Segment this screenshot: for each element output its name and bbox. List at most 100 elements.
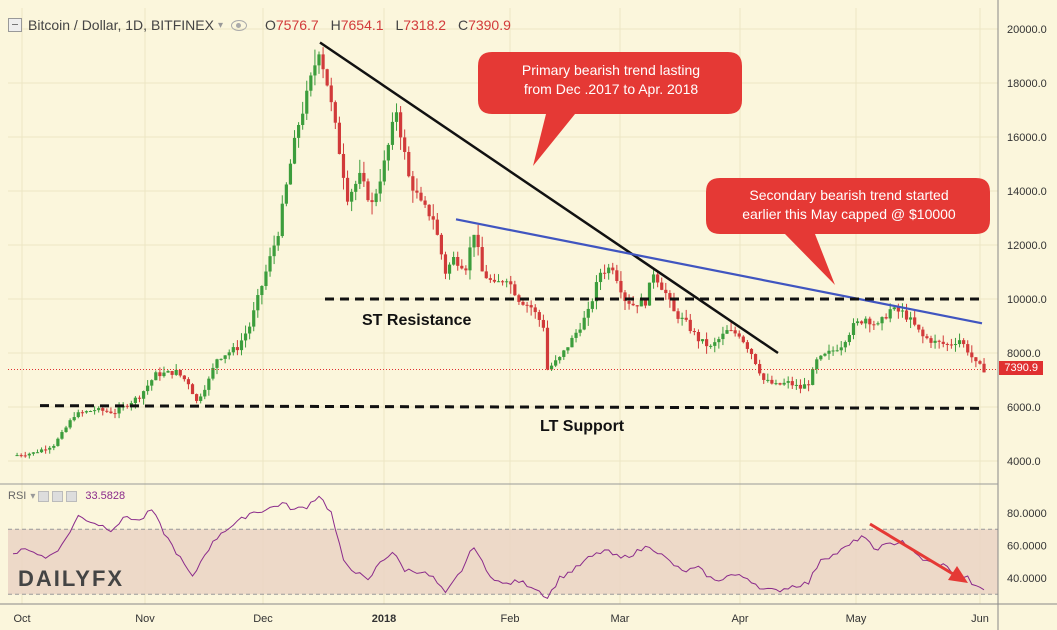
time-tick-label: Dec	[253, 613, 273, 625]
rsi-band	[8, 529, 998, 595]
rsi-label[interactable]: RSI	[8, 490, 27, 502]
candle-body	[456, 257, 460, 266]
candle-body	[766, 379, 770, 381]
candle-body	[280, 203, 284, 237]
price-tick-label: 12000.0	[1007, 240, 1047, 252]
chevron-down-icon[interactable]: ▾	[30, 490, 36, 502]
candle-body	[358, 172, 362, 184]
candle-body	[933, 340, 937, 343]
candle-body	[35, 452, 40, 454]
high-label: H	[330, 17, 341, 33]
candle-body	[656, 274, 660, 283]
candle-body	[741, 336, 745, 343]
candle-body	[195, 394, 199, 401]
candle-body	[243, 333, 248, 341]
candle-body	[44, 449, 48, 451]
chevron-down-icon[interactable]: ▾	[217, 19, 223, 31]
candle-body	[23, 455, 27, 457]
candle-body	[84, 411, 89, 413]
candle-body	[272, 245, 276, 257]
candle-body	[945, 343, 949, 345]
candle-body	[150, 380, 154, 386]
candle-body	[790, 381, 794, 386]
candle-body	[423, 200, 427, 205]
price-tick-label: 14000.0	[1007, 186, 1047, 198]
candle-body	[264, 271, 268, 287]
candle-body	[778, 383, 782, 385]
candle-body	[798, 384, 803, 389]
secondary-trendline	[455, 218, 983, 325]
candle-body	[953, 344, 958, 346]
candle-body	[843, 342, 847, 348]
candle-body	[211, 367, 215, 379]
candle-body	[64, 427, 68, 433]
candle-body	[623, 292, 627, 302]
candle-body	[154, 372, 158, 381]
close-icon[interactable]	[66, 490, 78, 502]
candle-body	[643, 299, 647, 306]
candle-body	[598, 272, 603, 283]
candle-body	[219, 358, 223, 360]
candle-body	[700, 339, 705, 342]
close-label: C	[457, 17, 469, 33]
candle-body	[492, 279, 497, 282]
candle-body	[562, 350, 566, 357]
candle-body	[541, 319, 545, 328]
candle-body	[97, 408, 101, 411]
candle-body	[802, 384, 807, 389]
candle-body	[468, 247, 472, 271]
candle-body	[868, 318, 872, 325]
candle-body	[517, 295, 521, 302]
price-tick-label: 6000.0	[1007, 402, 1041, 414]
candle-body	[721, 333, 725, 340]
candle-body	[647, 282, 652, 306]
candle-body	[692, 331, 696, 333]
candle-body	[386, 144, 390, 161]
candle-body	[460, 265, 464, 269]
symbol-title[interactable]: Bitcoin / Dollar, 1D, BITFINEX	[28, 17, 214, 33]
candle-body	[207, 378, 211, 390]
rsi-tick-label: 40.0000	[1007, 573, 1047, 585]
candle-body	[93, 410, 97, 412]
close-value: 7390.9	[468, 17, 511, 33]
candle-body	[737, 333, 741, 337]
candle-body	[545, 327, 550, 370]
candle-body	[847, 334, 851, 343]
candle-body	[235, 347, 239, 351]
rsi-line	[12, 495, 985, 599]
secondary-callout-bubble	[706, 178, 990, 285]
candle-body	[676, 311, 680, 319]
candle-body	[533, 307, 537, 313]
eye-icon[interactable]	[38, 490, 50, 502]
candle-body	[309, 75, 313, 91]
candle-body	[39, 449, 44, 453]
candle-body	[957, 340, 962, 345]
eye-icon[interactable]	[230, 19, 247, 31]
candle-body	[758, 364, 762, 374]
candle-body	[962, 340, 966, 345]
candle-body	[80, 412, 84, 414]
gear-icon[interactable]	[52, 490, 64, 502]
candle-body	[15, 455, 19, 457]
candle-body	[284, 184, 288, 204]
candle-body	[366, 181, 370, 201]
price-tick-label: 8000.0	[1007, 348, 1041, 360]
candle-body	[166, 371, 170, 373]
candle-body	[762, 373, 766, 380]
candle-body	[31, 452, 35, 454]
candle-body	[48, 447, 52, 450]
candle-body	[688, 319, 692, 332]
candle-body	[476, 234, 480, 248]
candle-body	[631, 303, 635, 306]
candle-body	[158, 372, 162, 377]
candle-body	[447, 264, 452, 274]
candle-body	[970, 352, 974, 358]
candle-body	[566, 347, 570, 351]
collapse-icon[interactable]	[8, 18, 22, 32]
candle-body	[443, 254, 448, 274]
chart-header: Bitcoin / Dollar, 1D, BITFINEX ▾ O7576.7…	[8, 14, 511, 36]
candle-body	[76, 412, 80, 418]
logo-text: DAILY	[18, 566, 92, 591]
candle-body	[537, 312, 541, 320]
